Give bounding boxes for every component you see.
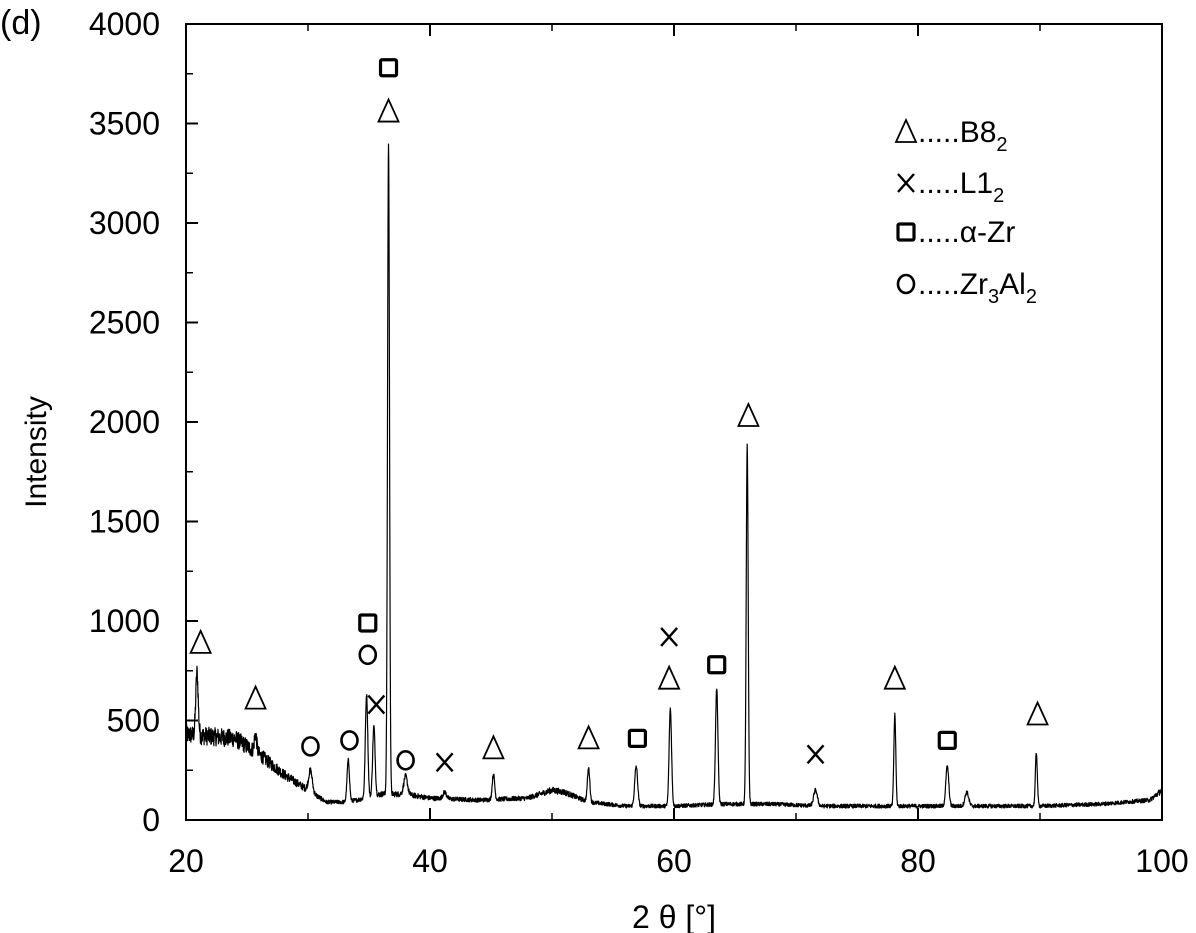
legend-phase: B8 [960, 116, 997, 149]
x-marker [806, 744, 825, 765]
square-marker [896, 222, 916, 242]
legend-phase: L1 [960, 167, 993, 200]
y-axis: 0 500 1000 1500 2000 2500 3000 3500 4000 [89, 6, 198, 838]
x-tick-label: 20 [168, 843, 204, 879]
legend-dots: ..... [918, 167, 960, 200]
circle-marker [340, 730, 359, 751]
y-tick-label: 0 [142, 802, 160, 838]
triangle-marker [657, 664, 681, 690]
legend: .....B82.....L12.....α-Zr.....Zr3Al2 [894, 116, 1037, 308]
y-tick-label: 3500 [89, 106, 160, 142]
legend-entry-3: .....α-Zr [918, 216, 1015, 249]
triangle-marker [883, 664, 907, 690]
square-marker [358, 613, 378, 633]
triangle-marker [894, 117, 918, 143]
triangle-marker [244, 684, 267, 710]
circle-marker [396, 749, 415, 771]
x-tick-label: 80 [900, 843, 936, 879]
x-marker [367, 694, 386, 715]
triangle-marker [189, 628, 213, 654]
plot-frame [185, 23, 1163, 821]
circle-marker [896, 273, 916, 295]
legend-phase: α-Zr [960, 216, 1016, 249]
y-tick-label: 3000 [89, 205, 160, 241]
legend-dots: ..... [918, 268, 960, 301]
y-tick-label: 2500 [89, 305, 160, 341]
x-tick-label: 60 [656, 843, 692, 879]
triangle-marker [1026, 700, 1049, 726]
x-axis: 20 40 60 80 100 [168, 24, 1189, 879]
y-axis-label: Intensity [20, 396, 53, 508]
peak-annotations [189, 58, 1049, 773]
legend-subscript: 2 [993, 185, 1004, 207]
legend-entry-2: .....L12 [918, 167, 1004, 207]
panel-label: (d) [0, 4, 42, 42]
y-tick-label: 4000 [89, 6, 160, 42]
legend-dots: ..... [918, 216, 960, 249]
x-tick-label: 40 [412, 843, 448, 879]
y-tick-label: 2000 [89, 404, 160, 440]
legend-entry-4: .....Zr3Al2 [918, 268, 1037, 308]
triangle-marker [377, 97, 400, 123]
y-tick-label: 1500 [89, 504, 160, 540]
legend-phase-part: 3 [988, 286, 999, 308]
legend-phase-part: Zr [960, 268, 988, 301]
legend-phase-part: Al [999, 268, 1026, 301]
triangle-marker [482, 734, 505, 760]
x-marker [660, 627, 679, 647]
triangle-marker [577, 724, 600, 750]
square-marker [627, 728, 648, 749]
y-tick-label: 500 [107, 703, 160, 739]
triangle-marker [737, 401, 760, 427]
x-marker [435, 752, 454, 773]
legend-dots: ..... [918, 116, 960, 149]
legend-subscript: 2 [996, 134, 1007, 156]
legend-entry-1: .....B82 [918, 116, 1008, 156]
x-tick-label: 100 [1135, 843, 1188, 879]
x-axis-label: 2 θ [°] [632, 899, 716, 933]
legend-phase-part: 2 [1026, 286, 1037, 308]
x-marker [897, 173, 915, 193]
square-marker [378, 58, 399, 78]
y-tick-label: 1000 [89, 603, 160, 639]
square-marker [707, 655, 727, 675]
diffraction-pattern-line [185, 143, 1163, 809]
square-marker [937, 730, 957, 751]
circle-marker [358, 644, 378, 666]
circle-marker [301, 736, 320, 757]
